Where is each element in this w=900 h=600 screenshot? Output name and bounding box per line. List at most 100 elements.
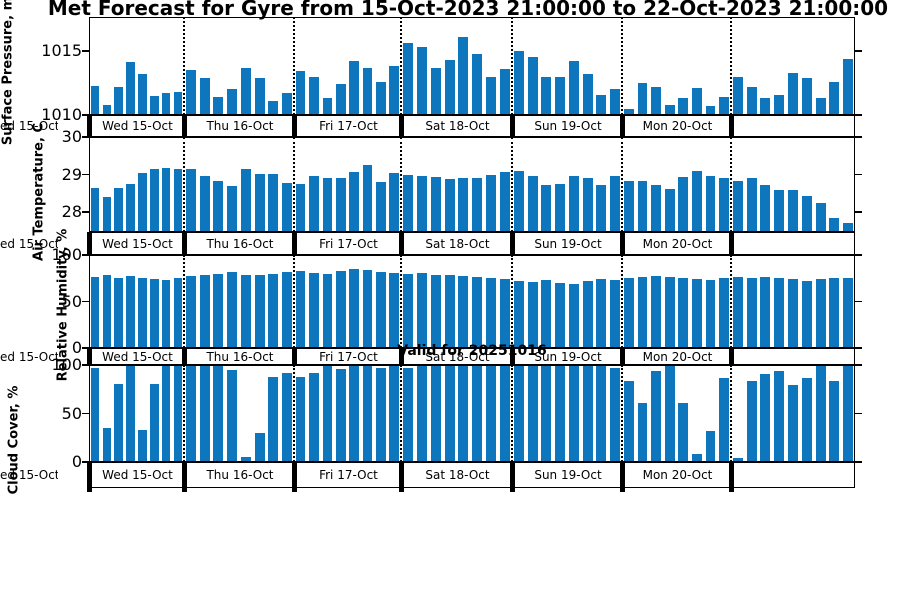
day-strip-mark [87, 115, 92, 137]
cloudcover-bar [829, 381, 840, 462]
temperature-bar [843, 222, 854, 232]
day-strip: Wed 15-Oct Thu 16-Oct Fri 17-Oct Sat 18-Oct… [89, 348, 855, 365]
day-strip-mark [729, 232, 734, 255]
day-divider [183, 255, 185, 348]
humidity-subplot [89, 255, 855, 348]
pressure-bar [458, 36, 469, 115]
humidity-bar [801, 281, 812, 348]
pressure-bar [161, 93, 171, 115]
y-tick-mark [855, 136, 862, 138]
left-edge-cut-label: ed 15-Oct [0, 349, 58, 364]
pressure-bar [185, 70, 196, 115]
day-divider [293, 255, 295, 348]
humidity-bar [774, 278, 785, 348]
cloudcover-bar [719, 377, 730, 462]
humidity-bar [402, 273, 413, 348]
day-divider [511, 365, 513, 462]
day-strip-mark [620, 462, 625, 492]
day-strip-mark [399, 348, 404, 365]
humidity-bar [815, 279, 826, 348]
chart-title: Met Forecast for Gyre from 15-Oct-2023 2… [47, 0, 889, 20]
cloudcover-bar [227, 369, 238, 462]
day-strip-mark [87, 348, 92, 365]
humidity-bar [295, 270, 306, 348]
cloudcover-bar [150, 384, 159, 462]
day-cell: Sun 19-Oct [513, 463, 623, 487]
temperature-bar [161, 168, 171, 232]
humidity-bar [472, 277, 483, 348]
day-cell-label: Sun 19-Oct [534, 236, 602, 251]
day-divider [293, 365, 295, 462]
cloudcover-bar [322, 365, 333, 462]
pressure-bar [126, 62, 135, 115]
cloudcover-bar [513, 365, 524, 462]
humidity-bar [362, 269, 373, 348]
humidity-bar [349, 268, 359, 348]
temperature-bar [282, 182, 293, 232]
pressure-bar [138, 74, 147, 115]
day-strip-mark [87, 232, 92, 255]
cloudcover-bar [114, 384, 123, 462]
pressure-bar [596, 94, 607, 115]
pressure-bar [389, 66, 400, 115]
cloudcover-bar [500, 365, 511, 462]
temperature-bar [322, 178, 333, 232]
day-cell: Thu 16-Oct [185, 463, 295, 487]
temperature-bar [416, 175, 427, 232]
day-divider [400, 255, 402, 348]
day-cell: Wed 15-Oct [90, 349, 185, 364]
pressure-bar [541, 76, 552, 115]
temperature-bar [362, 165, 373, 232]
pressure-bar [213, 97, 224, 115]
humidity-bar [705, 280, 716, 348]
pressure-bar [282, 93, 293, 115]
cloudcover-bar [90, 367, 100, 462]
day-divider [730, 255, 732, 348]
day-divider [511, 137, 513, 232]
day-cell-label: Fri 17-Oct [319, 236, 378, 251]
humidity-bar [788, 279, 798, 348]
cloudcover-bar [213, 365, 224, 462]
pressure-bar [472, 53, 483, 115]
cloudcover-bar [843, 365, 854, 462]
day-strip-mark [729, 462, 734, 492]
pressure-bar [719, 97, 730, 115]
y-tick-label: 100 [51, 245, 82, 264]
day-divider [730, 137, 732, 232]
pressure-bar [349, 61, 359, 115]
day-cell [732, 233, 856, 254]
temperature-bar [389, 172, 400, 232]
cloudcover-bar [732, 458, 743, 462]
cloudcover-bar [282, 372, 293, 462]
day-cell-label: Sat 18-Oct [425, 119, 490, 133]
day-cell-label: Wed 15-Oct [102, 468, 173, 482]
day-cell-label: Fri 17-Oct [319, 468, 378, 482]
y-tick-mark [855, 412, 862, 415]
day-divider [730, 365, 732, 462]
y-tick-mark [855, 254, 862, 256]
temperature-bar [623, 181, 634, 232]
pressure-bar [801, 77, 812, 115]
left-edge-cut-label: ed 15-Oct [0, 468, 58, 482]
temperature-bar [637, 180, 648, 232]
temperature-bar [458, 177, 469, 232]
day-strip-mark [182, 462, 187, 492]
day-cell: Wed 15-Oct [90, 463, 185, 487]
cloudcover-bar [774, 370, 785, 462]
cloudcover-bar [596, 365, 607, 462]
pressure-bar [376, 81, 386, 115]
temperature-bar [527, 175, 538, 232]
y-tick-label: 50 [61, 403, 82, 423]
humidity-bar [199, 275, 210, 348]
day-cell: Fri 17-Oct [295, 116, 402, 136]
temperature-bar [513, 171, 524, 232]
cloudcover-bar [295, 376, 306, 462]
day-cell-label: Mon 20-Oct [642, 468, 713, 482]
day-divider [621, 137, 623, 232]
humidity-bar [416, 272, 427, 348]
y-tick-mark [82, 412, 89, 415]
pressure-bar [610, 89, 621, 115]
temperature-bar [692, 170, 702, 232]
humidity-bar [513, 281, 524, 348]
humidity-bar [213, 273, 224, 348]
